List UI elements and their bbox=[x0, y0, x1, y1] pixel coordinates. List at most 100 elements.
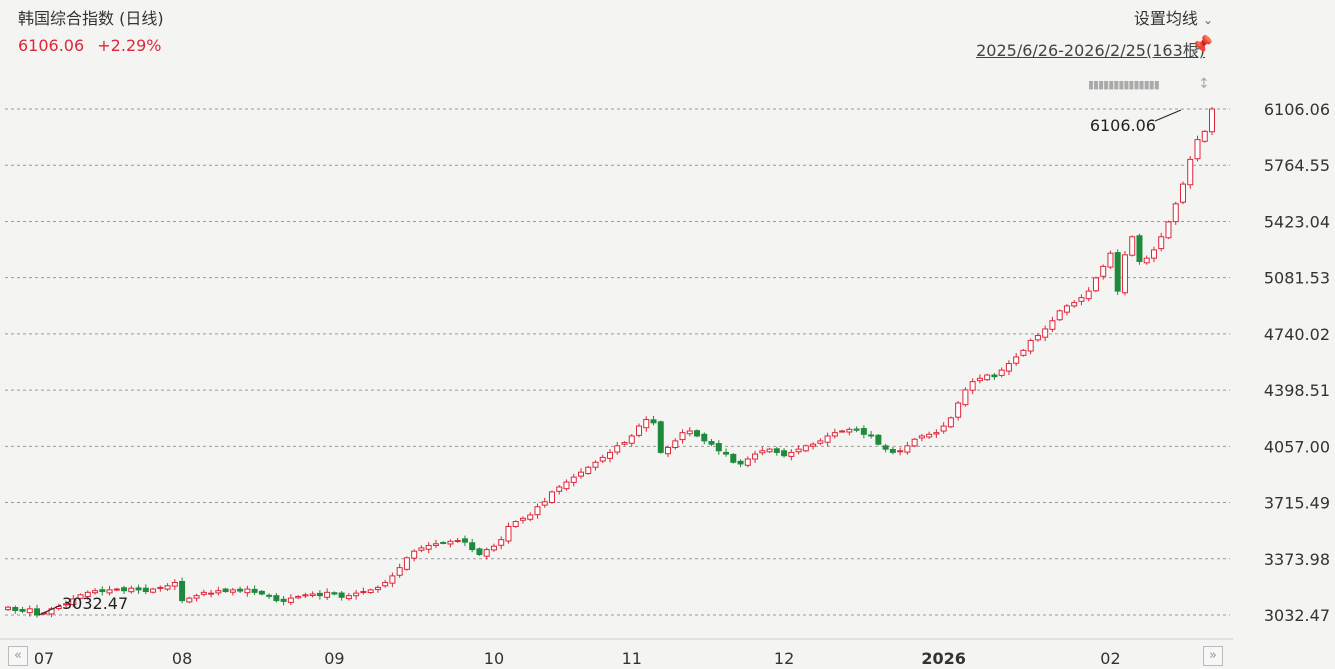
candle-body bbox=[657, 421, 664, 453]
candle-body bbox=[179, 580, 186, 602]
candle-body bbox=[1092, 277, 1099, 292]
candle-body bbox=[846, 428, 853, 433]
candle-body bbox=[251, 588, 258, 593]
candle-body bbox=[1165, 221, 1172, 239]
y-tick-label: 4057.00 bbox=[1264, 437, 1330, 456]
candle-body bbox=[773, 448, 780, 453]
candle-body bbox=[5, 606, 11, 611]
candle-body bbox=[461, 538, 468, 543]
x-tick-label: 09 bbox=[324, 649, 344, 668]
candle-body bbox=[810, 443, 817, 447]
candle-body bbox=[788, 451, 795, 457]
candle-body bbox=[628, 435, 635, 444]
candle-body bbox=[70, 598, 77, 606]
scroll-right-icon[interactable]: » bbox=[1203, 646, 1223, 666]
candle-body bbox=[1049, 320, 1056, 330]
candle-body bbox=[868, 434, 875, 437]
candle-body bbox=[904, 445, 911, 453]
y-tick-label: 4398.51 bbox=[1264, 381, 1330, 400]
candle-body bbox=[1063, 305, 1070, 313]
candle-body bbox=[998, 369, 1005, 376]
y-tick-label: 5764.55 bbox=[1264, 156, 1330, 175]
candle-body bbox=[701, 433, 708, 442]
candle-body bbox=[208, 592, 215, 595]
candle-body bbox=[860, 428, 867, 435]
date-range-link[interactable]: 2025/6/26-2026/2/25(163根) bbox=[976, 41, 1205, 60]
candle-body bbox=[92, 590, 99, 594]
x-tick-label: 11 bbox=[622, 649, 642, 668]
candle-body bbox=[287, 597, 294, 603]
candle-body bbox=[853, 428, 860, 431]
candle-body bbox=[12, 607, 19, 611]
candle-body bbox=[440, 541, 447, 544]
candle-body bbox=[425, 544, 432, 550]
candle-body bbox=[309, 593, 316, 596]
candle-body bbox=[1013, 356, 1020, 364]
candle-body bbox=[1143, 257, 1150, 264]
candle-body bbox=[897, 450, 904, 453]
candle-body bbox=[418, 547, 425, 551]
chart-title: 韩国综合指数 (日线) bbox=[18, 9, 164, 28]
candle-body bbox=[1078, 297, 1085, 302]
candle-body bbox=[947, 417, 954, 428]
x-tick-label: 02 bbox=[1100, 649, 1120, 668]
candle-body bbox=[266, 594, 273, 597]
candle-body bbox=[926, 433, 933, 438]
candle-body bbox=[1150, 249, 1157, 259]
resize-icon[interactable]: ↕ bbox=[1198, 76, 1210, 92]
candle-body bbox=[222, 588, 229, 593]
candle-body bbox=[933, 432, 940, 435]
candle-body bbox=[324, 591, 331, 598]
candle-body bbox=[541, 501, 548, 506]
candle-body bbox=[679, 432, 686, 441]
annotation-arrow bbox=[38, 604, 62, 616]
candle-body bbox=[962, 389, 969, 406]
candle-body bbox=[1107, 252, 1114, 268]
candle-body bbox=[831, 432, 838, 437]
x-tick-label: 10 bbox=[484, 649, 504, 668]
candle-body bbox=[882, 445, 889, 450]
candle-body bbox=[643, 418, 650, 429]
candle-body bbox=[229, 589, 236, 593]
candle-body bbox=[519, 517, 526, 521]
candle-body bbox=[135, 587, 142, 591]
candle-body bbox=[636, 425, 643, 436]
candle-body bbox=[766, 448, 773, 453]
candle-body bbox=[1209, 108, 1215, 133]
candle-body bbox=[77, 594, 84, 599]
pin-icon[interactable]: 📌 bbox=[1190, 35, 1213, 56]
x-tick-label: 12 bbox=[774, 649, 794, 668]
candle-body bbox=[1042, 328, 1049, 338]
set-moving-average-button[interactable]: 设置均线 ⌄ bbox=[1134, 5, 1213, 29]
candle-body bbox=[237, 588, 244, 592]
candle-body bbox=[976, 377, 983, 382]
candle-body bbox=[476, 548, 483, 555]
candle-body bbox=[715, 443, 722, 452]
candle-body bbox=[1172, 203, 1179, 223]
candle-body bbox=[650, 419, 657, 424]
candle-body bbox=[128, 587, 135, 593]
candle-body bbox=[1129, 236, 1136, 256]
candle-body bbox=[824, 435, 831, 443]
candle-body bbox=[672, 440, 679, 448]
candle-body bbox=[374, 586, 381, 591]
candle-body bbox=[599, 456, 606, 462]
candle-body bbox=[839, 430, 846, 433]
candle-body bbox=[142, 587, 149, 593]
candle-body bbox=[389, 575, 396, 584]
candle-body bbox=[106, 589, 113, 594]
grid-icon[interactable]: ▮▮▮▮▮▮▮▮▮▮▮▮▮▮ bbox=[1088, 78, 1160, 91]
candle-body bbox=[432, 543, 439, 546]
candle-body bbox=[295, 595, 302, 599]
y-tick-label: 3032.47 bbox=[1264, 606, 1330, 625]
candle-body bbox=[171, 581, 178, 587]
candle-body bbox=[331, 592, 338, 595]
candle-body bbox=[1020, 349, 1027, 356]
candle-body bbox=[200, 591, 207, 595]
candle-body bbox=[744, 458, 751, 466]
candle-body bbox=[338, 592, 345, 598]
candle-body bbox=[1005, 363, 1012, 372]
scroll-left-icon[interactable]: « bbox=[8, 646, 28, 666]
x-tick-label: 07 bbox=[34, 649, 54, 668]
